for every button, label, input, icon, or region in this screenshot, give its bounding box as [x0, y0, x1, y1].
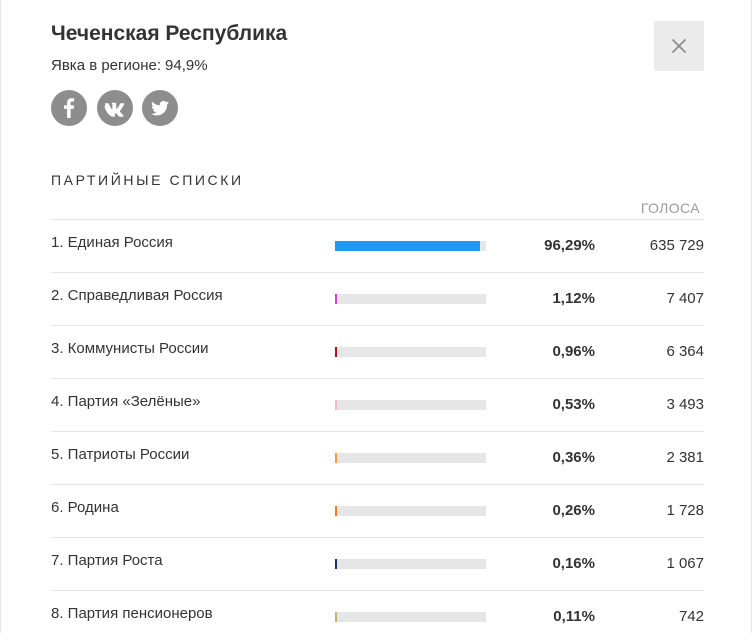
party-row: 1. Единая Россия 96,29% 635 729 — [51, 219, 704, 272]
twitter-share-button[interactable] — [142, 90, 178, 126]
party-row: 7. Партия Роста 0,16% 1 067 — [51, 537, 704, 590]
party-row: 8. Партия пенсионеров 0,11% 742 — [51, 590, 704, 643]
share-bar-track — [335, 241, 486, 251]
party-name: 4. Партия «Зелёные» — [51, 393, 201, 410]
share-bar-track — [335, 347, 486, 357]
party-row: 3. Коммунисты России 0,96% 6 364 — [51, 325, 704, 378]
party-percent: 0,26% — [552, 502, 595, 519]
party-percent: 0,96% — [552, 343, 595, 360]
share-bar-track — [335, 506, 486, 516]
share-bar-fill — [335, 559, 337, 569]
share-bar-fill — [335, 400, 337, 410]
party-row: 4. Партия «Зелёные» 0,53% 3 493 — [51, 378, 704, 431]
party-percent: 0,11% — [553, 608, 595, 625]
share-bar-fill — [335, 506, 337, 516]
turnout-label: Явка в регионе: — [51, 57, 162, 74]
party-percent: 0,16% — [552, 555, 595, 572]
share-bar-fill — [335, 241, 480, 251]
vk-share-button[interactable] — [97, 90, 133, 126]
party-name: 5. Патриоты России — [51, 446, 190, 463]
party-percent: 0,36% — [552, 449, 595, 466]
party-name: 6. Родина — [51, 499, 119, 516]
party-results-table: 1. Единая Россия 96,29% 635 729 2. Справедл… — [51, 219, 704, 643]
facebook-share-button[interactable] — [51, 90, 87, 126]
turnout-value: 94,9% — [165, 57, 208, 74]
party-votes: 1 728 — [666, 502, 704, 519]
party-name: 8. Партия пенсионеров — [51, 605, 213, 622]
party-votes: 6 364 — [666, 343, 704, 360]
share-bar-fill — [335, 347, 337, 357]
share-bar-track — [335, 453, 486, 463]
party-votes: 2 381 — [666, 449, 704, 466]
close-icon — [671, 38, 687, 54]
party-name: 1. Единая Россия — [51, 234, 173, 251]
party-name: 7. Партия Роста — [51, 552, 163, 569]
party-votes: 7 407 — [666, 290, 704, 307]
turnout-line: Явка в регионе: 94,9% — [51, 57, 208, 74]
section-title: ПАРТИЙНЫЕ СПИСКИ — [51, 172, 244, 188]
share-bar-track — [335, 612, 486, 622]
facebook-icon — [64, 98, 75, 118]
votes-column-header: ГОЛОСА — [640, 200, 700, 216]
party-name: 3. Коммунисты России — [51, 340, 209, 357]
party-percent: 0,53% — [552, 396, 595, 413]
party-votes: 1 067 — [666, 555, 704, 572]
party-row: 6. Родина 0,26% 1 728 — [51, 484, 704, 537]
party-votes: 742 — [678, 608, 704, 625]
share-bar-track — [335, 559, 486, 569]
party-name: 2. Справедливая Россия — [51, 287, 223, 304]
share-bar-track — [335, 294, 486, 304]
share-bar-track — [335, 400, 486, 410]
party-row: 5. Патриоты России 0,36% 2 381 — [51, 431, 704, 484]
twitter-icon — [151, 100, 169, 116]
party-row: 2. Справедливая Россия 1,12% 7 407 — [51, 272, 704, 325]
party-percent: 96,29% — [544, 237, 595, 254]
party-percent: 1,12% — [552, 290, 595, 307]
share-bar-fill — [335, 453, 337, 463]
region-title: Чеченская Республика — [51, 22, 288, 45]
share-bar-fill — [335, 612, 337, 622]
close-button[interactable] — [654, 21, 704, 71]
party-votes: 3 493 — [666, 396, 704, 413]
party-votes: 635 729 — [649, 237, 704, 254]
share-bar-fill — [335, 294, 337, 304]
vk-icon — [104, 102, 125, 117]
